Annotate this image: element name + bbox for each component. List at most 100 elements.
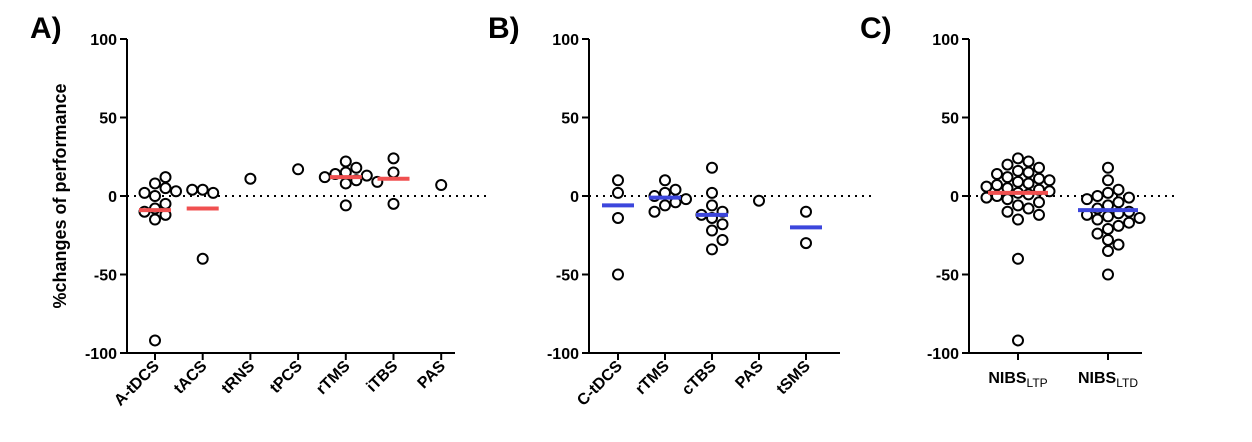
x-category-label-subscript: LTP bbox=[1027, 376, 1048, 390]
x-category-label: rTMS bbox=[313, 358, 354, 399]
data-point bbox=[706, 199, 718, 212]
data-point bbox=[1001, 171, 1014, 184]
data-point bbox=[706, 186, 718, 199]
data-point bbox=[1012, 213, 1024, 226]
data-point bbox=[680, 193, 692, 206]
data-point bbox=[360, 169, 373, 182]
data-point bbox=[980, 191, 993, 204]
data-point bbox=[612, 268, 624, 281]
x-category-label: tSMS bbox=[774, 358, 815, 399]
data-point bbox=[244, 172, 257, 185]
data-point bbox=[648, 205, 661, 218]
data-point bbox=[1012, 164, 1024, 177]
data-point bbox=[1112, 238, 1125, 251]
panel-label: C) bbox=[860, 12, 892, 45]
data-point bbox=[138, 186, 151, 199]
y-tick-label: -50 bbox=[556, 268, 579, 285]
data-point bbox=[1012, 334, 1024, 347]
data-point bbox=[1033, 196, 1045, 209]
data-point bbox=[1033, 161, 1045, 174]
data-point bbox=[339, 177, 352, 190]
data-point bbox=[1102, 268, 1114, 281]
data-point bbox=[149, 190, 161, 202]
data-point bbox=[1001, 193, 1014, 206]
data-point bbox=[1123, 216, 1135, 229]
data-point bbox=[1081, 193, 1093, 206]
data-point bbox=[753, 194, 765, 207]
data-point bbox=[196, 252, 209, 265]
data-point bbox=[1102, 233, 1114, 246]
x-category-label: tPCS bbox=[267, 358, 306, 397]
data-point bbox=[980, 180, 993, 193]
y-tick-label: -100 bbox=[927, 346, 959, 363]
data-point bbox=[716, 233, 729, 246]
data-point bbox=[1001, 158, 1014, 171]
data-point bbox=[991, 179, 1003, 192]
data-point bbox=[292, 163, 305, 176]
data-point bbox=[1022, 202, 1035, 215]
data-point bbox=[1022, 166, 1035, 179]
data-point bbox=[159, 182, 172, 195]
data-point bbox=[1012, 252, 1024, 265]
data-point bbox=[339, 199, 352, 212]
data-point bbox=[1012, 175, 1024, 188]
y-tick-label: 50 bbox=[941, 111, 959, 128]
data-point bbox=[1102, 186, 1114, 199]
data-point bbox=[186, 183, 199, 196]
y-axis-title: %changes of performance bbox=[50, 83, 70, 308]
data-point bbox=[196, 183, 209, 196]
data-point bbox=[1102, 244, 1114, 257]
y-tick-label: -100 bbox=[85, 346, 117, 363]
data-point bbox=[1112, 196, 1125, 209]
data-point bbox=[1012, 199, 1024, 212]
data-point bbox=[659, 199, 671, 212]
data-point bbox=[350, 161, 363, 174]
data-point bbox=[706, 161, 718, 174]
data-point bbox=[800, 205, 812, 218]
data-point bbox=[387, 197, 400, 210]
data-point bbox=[149, 177, 161, 190]
data-point bbox=[706, 243, 718, 256]
x-category-label: rTMS bbox=[633, 358, 674, 399]
data-point bbox=[207, 186, 220, 199]
data-point bbox=[435, 179, 448, 192]
data-point bbox=[612, 174, 624, 187]
y-tick-label: 50 bbox=[561, 111, 579, 128]
data-point bbox=[1033, 172, 1045, 185]
data-point bbox=[1091, 227, 1104, 240]
y-tick-label: -50 bbox=[94, 268, 117, 285]
x-category-label-subscript: LTD bbox=[1116, 376, 1138, 390]
data-point bbox=[1091, 190, 1104, 202]
data-point bbox=[387, 152, 400, 165]
data-point bbox=[1102, 174, 1114, 187]
data-point bbox=[991, 168, 1003, 181]
data-point bbox=[1043, 174, 1056, 187]
data-point bbox=[716, 218, 729, 231]
x-category-label: iTBS bbox=[364, 358, 402, 396]
data-point bbox=[1102, 210, 1114, 223]
x-category-label: tRNS bbox=[219, 358, 259, 398]
x-category-label: tACS bbox=[171, 358, 211, 398]
data-point bbox=[706, 224, 718, 237]
y-tick-label: 0 bbox=[950, 189, 959, 206]
x-category-label-main: NIBS bbox=[988, 370, 1027, 387]
data-point bbox=[1133, 211, 1146, 224]
data-point bbox=[149, 334, 161, 347]
data-point bbox=[669, 183, 682, 196]
y-tick-label: 100 bbox=[90, 32, 117, 49]
data-point bbox=[1012, 152, 1024, 165]
data-point bbox=[159, 171, 172, 184]
y-tick-label: 100 bbox=[932, 32, 959, 49]
data-point bbox=[1123, 191, 1135, 204]
panel-label: A) bbox=[30, 12, 62, 45]
x-category-label: NIBSLTP bbox=[988, 370, 1047, 390]
data-point bbox=[1022, 155, 1035, 168]
data-point bbox=[800, 237, 812, 250]
data-point bbox=[612, 186, 624, 199]
x-category-label: PAS bbox=[415, 358, 450, 393]
x-category-label: cTBS bbox=[679, 358, 720, 399]
y-tick-label: 0 bbox=[108, 189, 117, 206]
data-point bbox=[1102, 222, 1114, 235]
data-point bbox=[1001, 205, 1014, 218]
